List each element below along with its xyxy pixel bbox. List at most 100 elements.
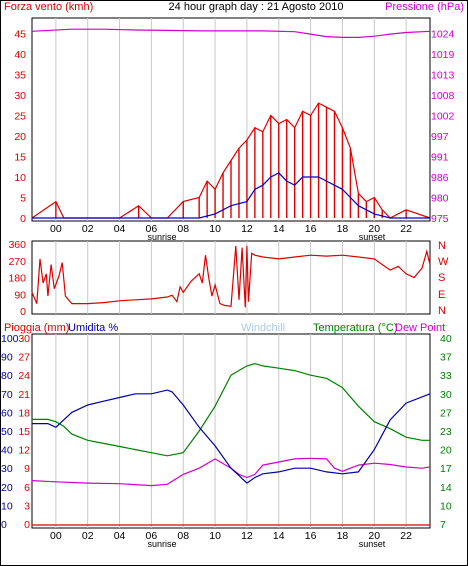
direction-tick-label: 180 [8,273,26,285]
time-label-06: 06 [146,223,158,235]
pressure-tick-label: 980 [431,192,449,204]
time-label-bottom-08: 08 [177,530,189,542]
time-label-bottom-04: 04 [114,530,126,542]
time-label-08: 08 [177,223,189,235]
time-label-10: 10 [209,223,221,235]
pressure-tick-label: 1019 [431,49,455,61]
rain-tick-label: 27 [18,352,30,364]
direction-tick-label: 0 [20,306,26,318]
time-label-18: 18 [337,223,349,235]
wind-tick-label: 5 [20,192,26,204]
temperature-tick-label: 33 [440,370,452,382]
temperature-tick-label: 40 [440,333,452,345]
wind-speed-axis-title: Forza vento (kmh) [4,1,93,13]
time-label-bottom-18: 18 [337,530,349,542]
direction-tick-label: 270 [8,256,26,268]
humidity-tick-label: 40 [1,445,13,457]
temperature-line [32,362,430,457]
time-label-04: 04 [114,223,126,235]
direction-tick-label: 90 [14,289,26,301]
compass-north-top: N [438,240,446,252]
temperature-tick-label: 23 [440,426,452,438]
wind-tick-label: 0 [20,213,26,225]
sunrise-label: sunrise [147,232,176,242]
humidity-tick-label: 70 [1,389,13,401]
rain-tick-label: 6 [24,482,30,494]
sunrise-label-bottom: sunrise [147,539,176,549]
time-label-20: 20 [368,223,380,235]
time-label-12: 12 [241,223,253,235]
sunset-label-bottom: sunset [359,539,386,549]
rain-tick-label: 0 [24,519,30,531]
pressure-tick-label: 997 [431,131,449,143]
pressure-axis-title: Pressione (hPa) [385,1,464,13]
wind-panel [31,17,431,222]
wind-tick-label: 45 [14,28,26,40]
humidity-tick-label: 80 [1,370,13,382]
rain-tick-label: 24 [18,370,30,382]
wind-direction-line [31,245,431,308]
wind-tick-label: 30 [14,90,26,102]
rain-tick-label: 3 [24,500,30,512]
rain-tick-label: 15 [18,426,30,438]
time-label-14: 14 [273,223,285,235]
wind-tick-label: 35 [14,69,26,81]
humidity-tick-label: 100 [1,333,19,345]
temperature-tick-label: 27 [440,407,452,419]
humidity-line [32,389,431,484]
pressure-line [31,28,431,39]
time-label-bottom-02: 02 [82,530,94,542]
direction-tick-label: 360 [8,239,26,251]
rain-tick-label: 18 [18,407,30,419]
humidity-tick-label: 30 [1,463,13,475]
temperature-tick-label: 14 [440,482,452,494]
humidity-tick-label: 90 [1,352,13,364]
rain-tick-label: 30 [18,333,30,345]
time-label-00: 00 [50,223,62,235]
humidity-tick-label: 0 [1,519,7,531]
time-label-bottom-20: 20 [368,530,380,542]
wind-tick-label: 20 [14,131,26,143]
time-label-02: 02 [82,223,94,235]
pressure-tick-label: 986 [431,172,449,184]
dewpoint-legend: Dew Point [395,322,445,334]
dewpoint-line [31,457,431,487]
temperature-tick-label: 17 [440,463,452,475]
pressure-tick-label: 1024 [431,28,455,40]
time-label-bottom-14: 14 [273,530,285,542]
humidity-tick-label: 10 [1,500,13,512]
wind-tick-label: 15 [14,151,26,163]
time-label-bottom-22: 22 [400,530,412,542]
time-label-22: 22 [400,223,412,235]
temperature-tick-label: 30 [440,389,452,401]
time-label-bottom-12: 12 [241,530,253,542]
sunset-label: sunset [359,232,386,242]
pressure-tick-label: 1013 [431,69,455,81]
time-label-bottom-06: 06 [146,530,158,542]
temperature-tick-label: 7 [440,519,446,531]
rain-tick-label: 21 [18,389,30,401]
temperature-tick-label: 10 [440,500,452,512]
humidity-axis-title: Umidita % [68,322,118,334]
compass-south: S [438,272,445,284]
pressure-tick-label: 975 [431,213,449,225]
wind-speed-line [31,102,431,219]
time-label-bottom-00: 00 [50,530,62,542]
wind-tick-label: 10 [14,172,26,184]
temperature-tick-label: 37 [440,352,452,364]
pressure-tick-label: 991 [431,151,449,163]
time-label-16: 16 [305,223,317,235]
direction-panel [31,240,431,315]
graph-title: 24 hour graph day : 21 Agosto 2010 [169,1,344,13]
humidity-tick-label: 50 [1,426,13,438]
climate-panel [31,333,431,529]
average-wind-line [32,172,430,219]
compass-north-bottom: N [438,305,446,317]
humidity-tick-label: 20 [1,482,13,494]
wind-tick-label: 25 [14,110,26,122]
pressure-tick-label: 1002 [431,110,455,122]
humidity-tick-label: 60 [1,407,13,419]
rain-tick-label: 9 [24,463,30,475]
compass-east: E [438,289,445,301]
